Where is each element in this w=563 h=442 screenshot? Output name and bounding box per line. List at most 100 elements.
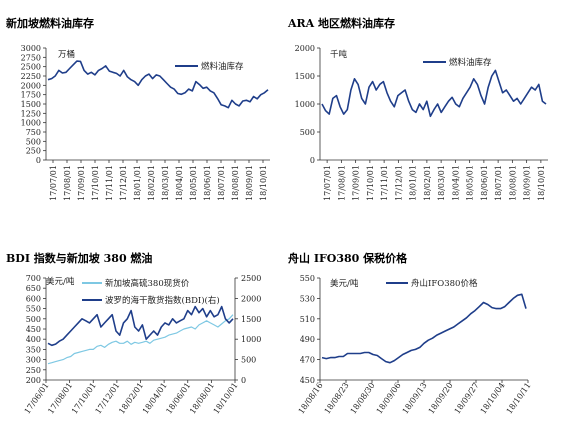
y-tick-label: 470 (300, 356, 315, 365)
y-tick-label: 250 (26, 147, 41, 156)
x-tick-label: 17/09/01 (77, 165, 86, 201)
y-tick-label: 490 (300, 335, 315, 344)
y-tick-label: 500 (26, 315, 41, 324)
chart3-legend-label-2: 波罗的海干散货指数(BDI)(右) (105, 295, 220, 306)
y-tick-label: 1250 (21, 109, 41, 118)
chart1-series-1-line (47, 60, 269, 109)
y-tick-label: 550 (26, 305, 41, 314)
y2-tick-label: 1500 (241, 315, 261, 324)
x-tick-label: 17/11/01 (105, 165, 114, 201)
x-tick-label: 17/08/01 (63, 165, 72, 201)
chart3-legend-label-1: 新加坡高硫380现货价 (105, 278, 190, 289)
y-tick-label: 450 (300, 376, 315, 385)
chart4-series-1-line (321, 293, 527, 364)
y-tick-label: 0 (310, 156, 315, 165)
y-tick-label: 1000 (21, 119, 41, 128)
y-tick-label: 3000 (21, 44, 41, 53)
x-tick-label: 18/09/06 (375, 381, 403, 416)
x-tick-label: 18/10/11 (505, 381, 533, 416)
x-tick-label: 17/10/01 (366, 165, 375, 201)
y-tick-label: 450 (26, 325, 41, 334)
x-tick-label: 18/03/01 (437, 165, 446, 201)
chart2-plot: 0 500 1000 1500 2000 17/07/01 17/08/01 17/09/01… (295, 44, 548, 201)
y2-tick-label: 2500 (241, 274, 261, 283)
chart4-plot: 450 470 490 510 530 550 18/08/1618/08/2318/08/… (297, 274, 533, 416)
x-tick-label: 18/09/20 (427, 381, 455, 416)
y-tick-label: 2000 (21, 81, 41, 90)
x-tick-label: 18/10/01 (259, 165, 268, 201)
y-tick-label: 500 (26, 137, 41, 146)
chart3-title: BDI 指数与新加坡 380 燃油 (6, 251, 152, 265)
y-tick-label: 400 (26, 335, 41, 344)
x-tick-label: 18/09/01 (523, 165, 532, 201)
chart2-unit: 千吨 (330, 49, 348, 60)
y-tick-label: 500 (300, 128, 315, 137)
x-tick-label: 17/07/01 (323, 165, 332, 201)
y-tick-label: 600 (26, 294, 41, 303)
x-tick-label: 18/08/23 (323, 381, 351, 416)
x-tick-label: 18/09/27 (453, 381, 481, 416)
x-tick-label: 18/10/01 (537, 165, 546, 201)
chart4-title: 舟山 IFO380 保税价格 (288, 251, 408, 265)
chart4-legend-label: 舟山IFO380价格 (411, 278, 478, 289)
x-tick-label: 17/12/01 (394, 165, 403, 201)
x-tick-label: 18/02/01 (147, 165, 156, 201)
y-tick-label: 650 (26, 284, 41, 293)
x-tick-label: 18/09/13 (401, 381, 429, 416)
chart1-unit: 万桶 (58, 49, 75, 60)
chart1-legend-label: 燃料油库存 (201, 61, 244, 72)
y-tick-label: 350 (26, 345, 41, 354)
y-tick-label: 2000 (295, 44, 315, 53)
y-tick-label: 550 (300, 274, 315, 283)
y2-tick-label: 1000 (241, 335, 261, 344)
x-tick-label: 17/11/01 (380, 165, 389, 201)
y-tick-label: 300 (26, 356, 41, 365)
chart1-plot: 0250500750100012501500175020002250250027… (21, 44, 270, 201)
y-tick-label: 510 (300, 315, 315, 324)
x-tick-label: 18/01/01 (133, 165, 142, 201)
y-tick-label: 700 (26, 274, 41, 283)
chart3-series-2-line (47, 305, 234, 347)
y-tick-label: 750 (26, 128, 41, 137)
x-tick-label: 17/09/01 (352, 165, 361, 201)
y-tick-label: 1000 (295, 100, 315, 109)
x-tick-label: 17/08/01 (337, 165, 346, 201)
chart3-series-1-line (47, 314, 234, 365)
x-tick-label: 18/03/01 (161, 165, 170, 201)
y-tick-label: 1750 (21, 91, 41, 100)
x-tick-label: 18/07/01 (494, 165, 503, 201)
y-tick-label: 2250 (21, 72, 41, 81)
chart2-title: ARA 地区燃料油库存 (287, 16, 395, 30)
x-tick-label: 18/05/01 (466, 165, 475, 201)
y-tick-label: 2750 (21, 53, 41, 62)
y2-tick-label: 2000 (241, 294, 261, 303)
x-tick-label: 17/10/01 (91, 165, 100, 201)
chart2-series-1-line (321, 69, 547, 118)
y-tick-label: 1500 (295, 72, 315, 81)
x-tick-label: 18/05/01 (189, 165, 198, 201)
chart3-unit: 美元/吨 (46, 276, 75, 287)
chart2-legend-label: 燃料油库存 (449, 57, 492, 68)
y-tick-label: 200 (26, 376, 41, 385)
y-tick-label: 0 (36, 156, 41, 165)
chart1-title: 新加坡燃料油库存 (6, 16, 94, 30)
y-tick-label: 1500 (21, 100, 41, 109)
y-tick-label: 2500 (21, 63, 41, 72)
x-tick-label: 18/06/01 (480, 165, 489, 201)
x-tick-label: 18/01/01 (409, 165, 418, 201)
x-tick-label: 18/08/30 (349, 381, 377, 416)
x-tick-label: 18/08/16 (297, 381, 325, 416)
x-tick-label: 18/04/01 (175, 165, 184, 201)
x-tick-label: 17/12/01 (119, 165, 128, 201)
x-tick-label: 18/08/01 (231, 165, 240, 201)
x-tick-label: 18/04/01 (451, 165, 460, 201)
y2-tick-label: 500 (241, 356, 256, 365)
y2-tick-label: 0 (241, 376, 246, 385)
x-tick-label: 18/06/01 (203, 165, 212, 201)
x-tick-label: 18/09/01 (245, 165, 254, 201)
x-tick-label: 18/08/01 (508, 165, 517, 201)
x-tick-label: 17/07/01 (49, 165, 58, 201)
x-tick-label: 18/02/01 (423, 165, 432, 201)
chart4-unit: 美元/吨 (330, 278, 359, 289)
x-tick-label: 18/10/04 (479, 381, 507, 416)
